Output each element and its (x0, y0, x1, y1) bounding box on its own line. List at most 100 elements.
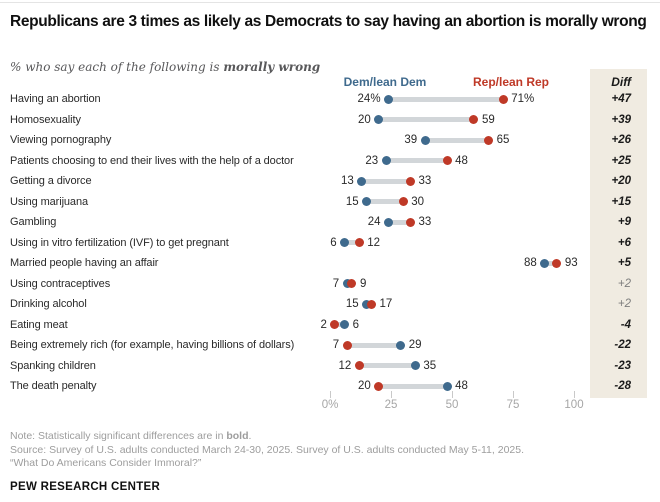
chart-row: Patients choosing to end their lives wit… (0, 151, 660, 172)
row-category-label: Spanking children (10, 359, 96, 372)
rep-dot (374, 381, 384, 391)
diff-value: +47 (611, 93, 631, 105)
rep-dot (442, 156, 452, 166)
chart-title: Republicans are 3 times as likely as Dem… (10, 13, 647, 30)
rep-value-label: 33 (418, 216, 432, 228)
row-plot: 39 65 (330, 130, 574, 151)
row-plot: 13 33 (330, 171, 574, 192)
chart-subtitle: % who say each of the following is moral… (10, 60, 320, 74)
row-plot: 20 48 (330, 376, 574, 397)
dem-value-label: 24% (357, 93, 381, 105)
dem-value-label: 13 (340, 175, 354, 187)
connector-bar (425, 137, 489, 143)
subtitle-prefix: % who say each of the following is (10, 60, 224, 74)
diff-value: +2 (617, 298, 631, 310)
dem-dot (396, 340, 406, 350)
dem-dot (540, 258, 550, 268)
chart-row: Spanking children 12 35 -23 (0, 356, 660, 377)
row-category-label: Being extremely rich (for example, havin… (10, 339, 295, 351)
row-plot: 24% 71% (330, 89, 574, 110)
dem-dot (340, 320, 350, 330)
dem-dot (357, 176, 367, 186)
rep-value-label: 48 (455, 154, 468, 167)
row-plot: 15 17 (330, 294, 574, 315)
rep-dot (354, 361, 364, 371)
connector-bar (378, 117, 474, 123)
chart-row: Eating meat 2 6 -4 (0, 315, 660, 336)
row-category-label: Using in vitro fertilization (IVF) to ge… (10, 236, 229, 249)
axis-tick-label: 50 (445, 399, 459, 411)
rep-dot (469, 115, 479, 125)
diff-value: -23 (614, 359, 631, 372)
axis-tick-label: 75 (506, 399, 520, 411)
dem-dot (384, 94, 394, 104)
axis-tick (451, 391, 453, 398)
rep-value-label: 65 (496, 134, 510, 146)
note-line: Note: Statistically significant differen… (10, 430, 524, 444)
diff-value: -28 (614, 380, 631, 392)
row-category-label: The death penalty (10, 380, 97, 392)
diff-value: +20 (611, 175, 631, 187)
chart-row: Drinking alcohol 15 17 +2 (0, 294, 660, 315)
chart-row: Having an abortion 24% 71% +47 (0, 89, 660, 110)
row-category-label: Drinking alcohol (10, 298, 87, 310)
report-title-line: “What Do Americans Consider Immoral?” (10, 457, 202, 470)
source-line: Source: Survey of U.S. adults conducted … (10, 443, 525, 456)
connector-bar (361, 178, 411, 184)
connector-bar (544, 260, 557, 266)
chart-row: Homosexuality 20 59 +39 (0, 110, 660, 131)
row-category-label: Using contraceptives (10, 277, 111, 290)
row-category-label: Married people having an affair (10, 257, 159, 269)
top-divider (0, 2, 660, 3)
axis-tick (512, 391, 514, 398)
note-suffix: . (248, 430, 252, 442)
dem-dot (342, 279, 352, 289)
dem-value-label: 20 (358, 113, 371, 126)
rep-dot (398, 197, 408, 207)
diff-value: -22 (614, 339, 631, 351)
row-plot: 24 33 (330, 212, 574, 233)
dem-value-label: 15 (345, 298, 359, 310)
row-plot: 20 59 (330, 110, 574, 131)
row-category-label: Using marijuana (10, 195, 88, 208)
connector-bar (386, 158, 448, 164)
connector-bar (388, 219, 411, 225)
dem-value-label: 7 (332, 277, 340, 290)
axis-tick (390, 391, 392, 398)
dem-value-label: 15 (345, 195, 359, 208)
legend-dem-label: Dem/lean Dem (343, 75, 427, 89)
axis-tick-label: 100 (564, 399, 584, 411)
dem-dot (384, 217, 394, 227)
dem-value-label: 24 (367, 216, 381, 228)
dem-dot (340, 238, 350, 248)
note-bold-word: bold (226, 430, 249, 442)
connector-bar (366, 199, 404, 205)
chart-row: Getting a divorce 13 33 +20 (0, 171, 660, 192)
dem-dot (420, 135, 430, 145)
row-plot: 23 48 (330, 151, 574, 172)
row-category-label: Patients choosing to end their lives wit… (10, 154, 294, 167)
rep-dot (330, 320, 340, 330)
rep-value-label: 71% (511, 93, 535, 105)
chart-row: Using marijuana 15 30 +15 (0, 192, 660, 213)
dem-dot (362, 299, 372, 309)
diff-value: +6 (617, 236, 631, 249)
chart-row: The death penalty 20 48 -28 (0, 376, 660, 397)
rep-dot (552, 258, 562, 268)
diff-value: +5 (617, 257, 631, 269)
row-category-label: Getting a divorce (10, 175, 92, 187)
rep-value-label: 30 (411, 195, 424, 208)
rep-value-label: 12 (367, 236, 381, 249)
rep-dot (406, 176, 416, 186)
legend-rep-label: Rep/lean Rep (472, 75, 550, 89)
dem-value-label: 35 (423, 359, 437, 372)
rep-value-label: 12 (338, 359, 352, 372)
connector-bar (334, 322, 345, 328)
diff-value: +26 (611, 134, 631, 146)
rep-dot (484, 135, 494, 145)
chart-row: Using in vitro fertilization (IVF) to ge… (0, 233, 660, 254)
rep-value-label: 9 (359, 277, 367, 290)
